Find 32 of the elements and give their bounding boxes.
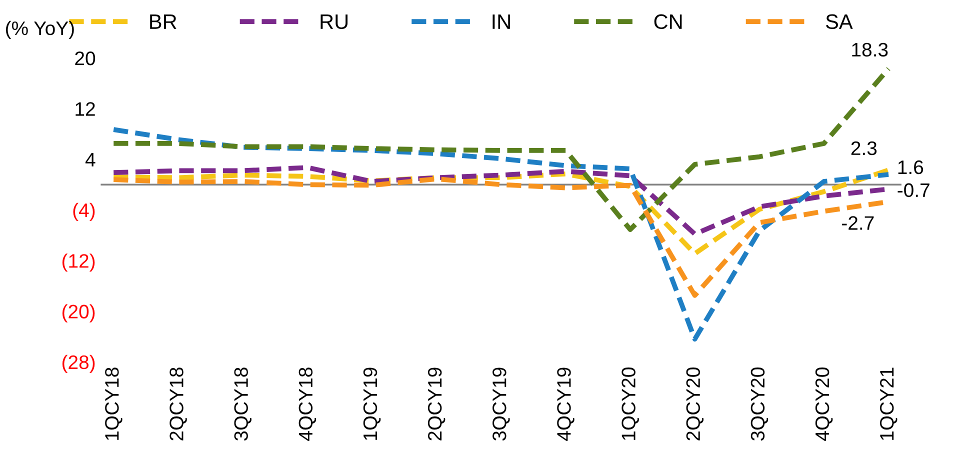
legend-label: BR [150,14,176,29]
data-label: 18.3 [852,42,888,57]
x-tick-label: 1QCY21 [880,368,898,440]
x-tick-label: 4QCY20 [815,368,833,441]
data-label: 2.3 [851,141,877,156]
x-tick-label: 2QCY20 [686,368,704,440]
legend-label: SA [826,14,853,30]
data-label: 1.6 [898,160,924,174]
y-tick-label: 12 [76,102,95,116]
x-tick-label: 3QCY18 [234,368,252,441]
y-tick-label: (4) [73,202,95,222]
x-tick-label: 3QCY19 [492,368,510,441]
legend-label: IN [492,14,510,29]
x-tick-label: 2QCY19 [428,368,446,440]
data-label: -0.7 [898,183,930,198]
y-tick-label: 20 [75,51,96,66]
x-tick-label: 2QCY18 [170,368,187,440]
data-label: -2.7 [842,216,874,230]
y-axis-title: (% YoY) [6,20,74,39]
x-tick-label: 1QCY18 [105,368,122,440]
x-tick-label: 1QCY19 [363,368,381,440]
y-tick-label: (20) [62,304,95,322]
legend-label: RU [320,14,348,30]
y-tick-label: 4 [85,152,96,166]
y-tick-label: (28) [62,354,95,373]
line-series [111,127,891,342]
x-tick-label: 4QCY18 [298,368,316,441]
x-tick-label: 4QCY19 [557,368,574,441]
y-tick-label: (12) [62,254,95,272]
x-tick-label: 1QCY20 [622,368,639,440]
legend-label: CN [654,14,682,30]
x-tick-label: 3QCY20 [750,368,768,441]
